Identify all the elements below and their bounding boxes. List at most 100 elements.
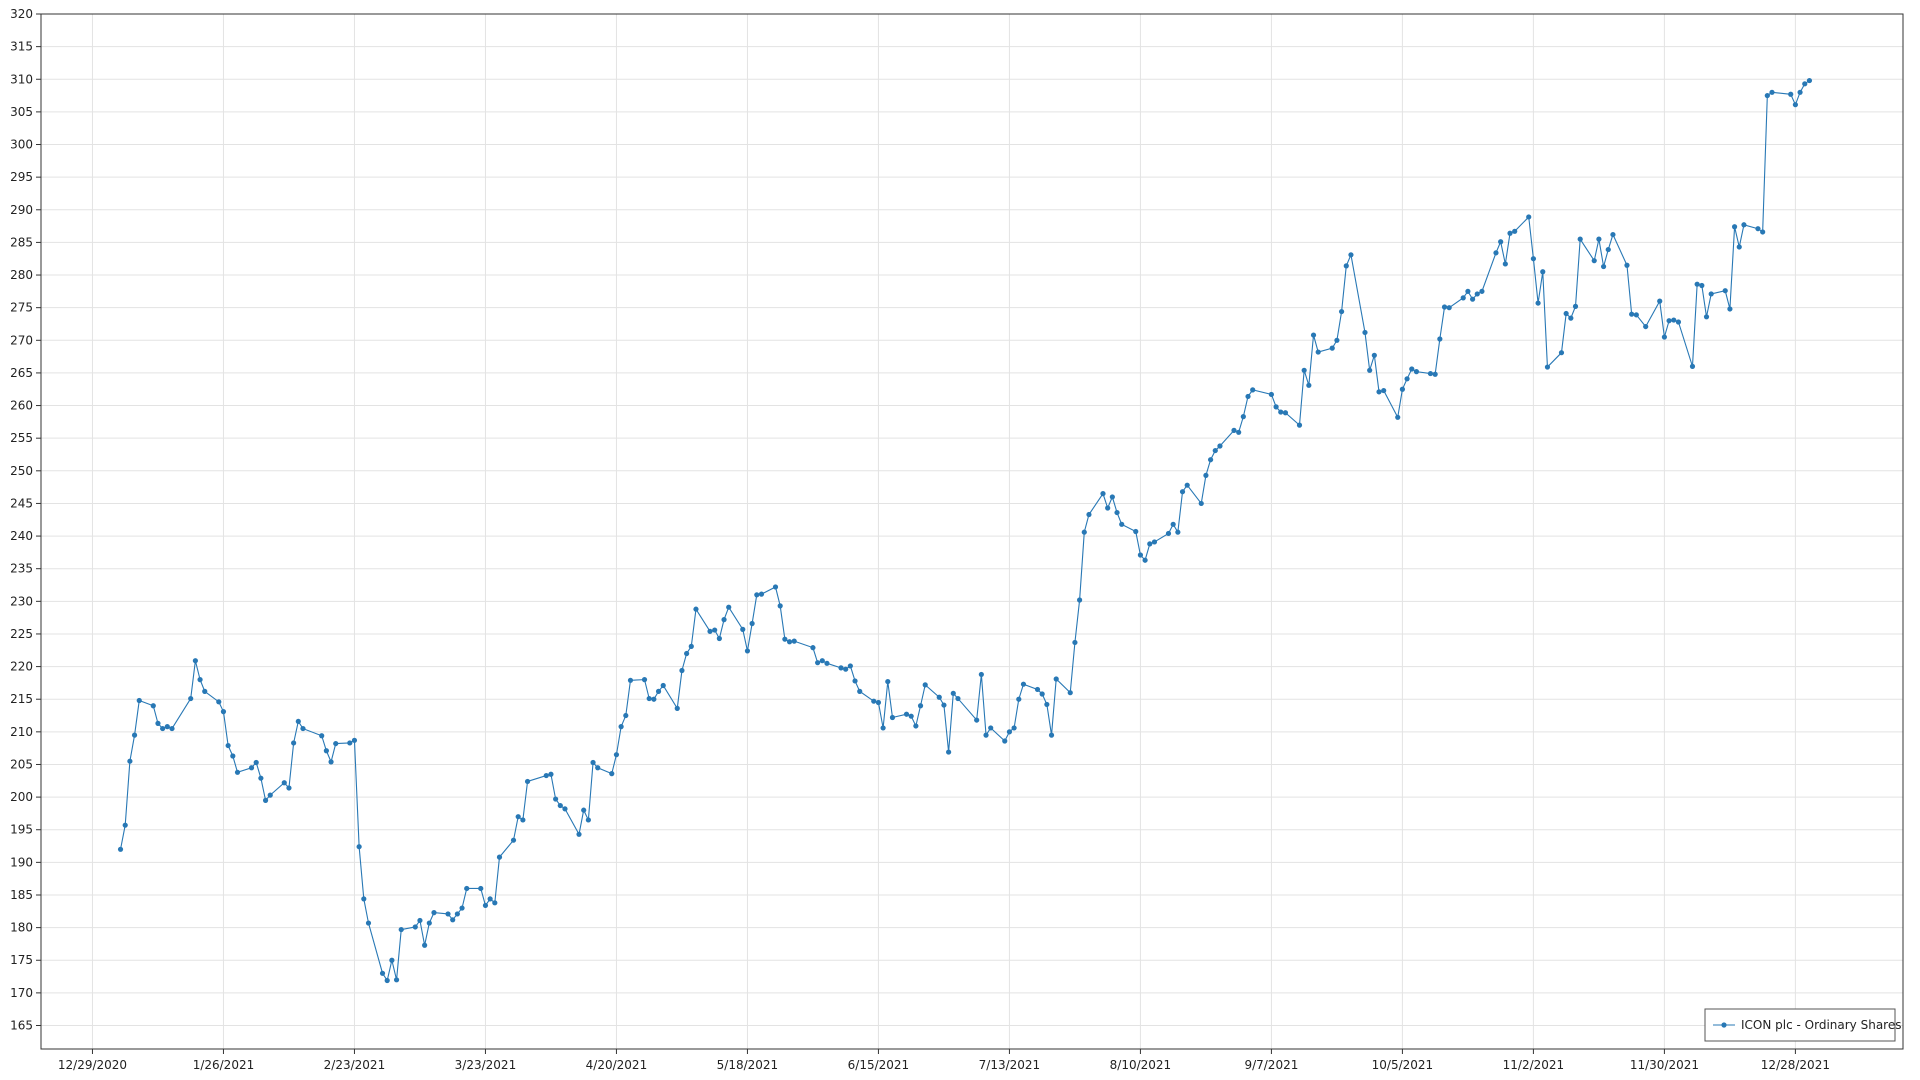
data-point: [150, 703, 156, 709]
x-tick-label: 11/30/2021: [1630, 1058, 1699, 1072]
data-point: [328, 759, 334, 765]
data-point: [772, 584, 779, 590]
data-point: [393, 977, 400, 983]
plot-frame: [40, 13, 1904, 1050]
x-tick-label: 6/15/2021: [848, 1058, 910, 1072]
data-point: [1044, 701, 1050, 708]
data-point: [492, 900, 498, 906]
data-point: [1413, 369, 1420, 375]
data-point: [454, 911, 460, 917]
data-point: [1507, 230, 1513, 236]
data-point: [950, 690, 956, 696]
data-point: [1727, 306, 1733, 312]
data-point: [389, 957, 395, 963]
data-point: [847, 663, 853, 669]
y-tick-label: 320: [10, 7, 33, 21]
data-point: [688, 643, 694, 649]
y-tick-label: 185: [10, 888, 33, 902]
data-point: [782, 636, 788, 642]
data-point: [131, 732, 138, 738]
data-point: [510, 837, 517, 843]
data-point: [1731, 224, 1738, 230]
x-tick-label: 1/26/2021: [193, 1058, 255, 1072]
x-tick-label: 4/20/2021: [586, 1058, 648, 1072]
data-point: [291, 740, 297, 746]
data-point: [478, 885, 484, 892]
data-point: [1446, 305, 1452, 311]
y-tick-label: 190: [10, 855, 33, 869]
data-point: [1343, 263, 1349, 269]
data-point: [1558, 350, 1565, 356]
data-point: [641, 677, 648, 683]
data-point: [524, 778, 531, 785]
y-tick-label: 195: [10, 823, 33, 837]
data-point: [1596, 236, 1602, 242]
legend-box: [1704, 1008, 1896, 1042]
y-tick-label: 225: [10, 627, 33, 641]
data-point: [1371, 352, 1377, 358]
y-tick-label: 235: [10, 562, 33, 576]
data-point: [903, 711, 910, 717]
data-point: [843, 666, 849, 672]
data-point: [1310, 332, 1317, 338]
data-point: [496, 854, 503, 860]
data-point: [426, 920, 432, 926]
data-point: [155, 720, 161, 726]
data-point: [618, 724, 624, 730]
data-point: [646, 695, 652, 702]
y-tick-label: 255: [10, 431, 33, 445]
data-point: [225, 742, 231, 749]
data-point: [1540, 269, 1546, 275]
data-point: [1764, 92, 1770, 99]
data-point: [1250, 387, 1256, 393]
y-tick-label: 165: [10, 1019, 33, 1033]
data-point: [917, 703, 924, 709]
y-tick-label: 315: [10, 40, 33, 54]
data-point: [749, 620, 755, 627]
data-point: [127, 758, 133, 764]
data-point: [295, 718, 301, 725]
data-point: [422, 942, 428, 948]
data-point: [1694, 281, 1700, 287]
data-point: [487, 896, 493, 902]
data-point: [482, 902, 489, 909]
data-point: [913, 723, 919, 729]
data-point: [351, 737, 358, 743]
data-point: [1600, 263, 1607, 270]
data-point: [333, 740, 339, 747]
data-point: [1526, 214, 1532, 220]
data-point: [1151, 539, 1158, 545]
data-point: [1231, 427, 1237, 433]
data-point: [1114, 509, 1120, 516]
data-point: [1367, 367, 1373, 373]
data-point: [1334, 337, 1340, 343]
data-point: [216, 699, 222, 705]
y-tick-label: 260: [10, 399, 33, 413]
data-point: [1006, 729, 1013, 735]
data-point: [651, 696, 657, 702]
data-point: [1119, 521, 1125, 527]
x-tick-label: 12/29/2020: [58, 1058, 127, 1072]
data-point: [136, 697, 142, 704]
data-point: [955, 695, 961, 702]
data-point: [1137, 552, 1144, 558]
data-point: [740, 626, 746, 632]
data-point: [122, 822, 128, 828]
data-point: [623, 712, 629, 719]
data-point: [398, 926, 404, 933]
data-point: [852, 678, 858, 684]
data-point: [936, 694, 942, 700]
data-point: [819, 658, 825, 664]
data-point: [347, 740, 353, 746]
data-point: [1657, 298, 1663, 304]
data-point: [1722, 288, 1728, 294]
data-point: [1240, 414, 1246, 420]
data-point: [1147, 541, 1153, 547]
data-point: [248, 765, 255, 771]
data-point: [1544, 364, 1551, 370]
data-point: [230, 753, 236, 759]
data-point: [1203, 472, 1209, 478]
data-point: [1245, 393, 1251, 400]
data-point: [609, 771, 615, 777]
